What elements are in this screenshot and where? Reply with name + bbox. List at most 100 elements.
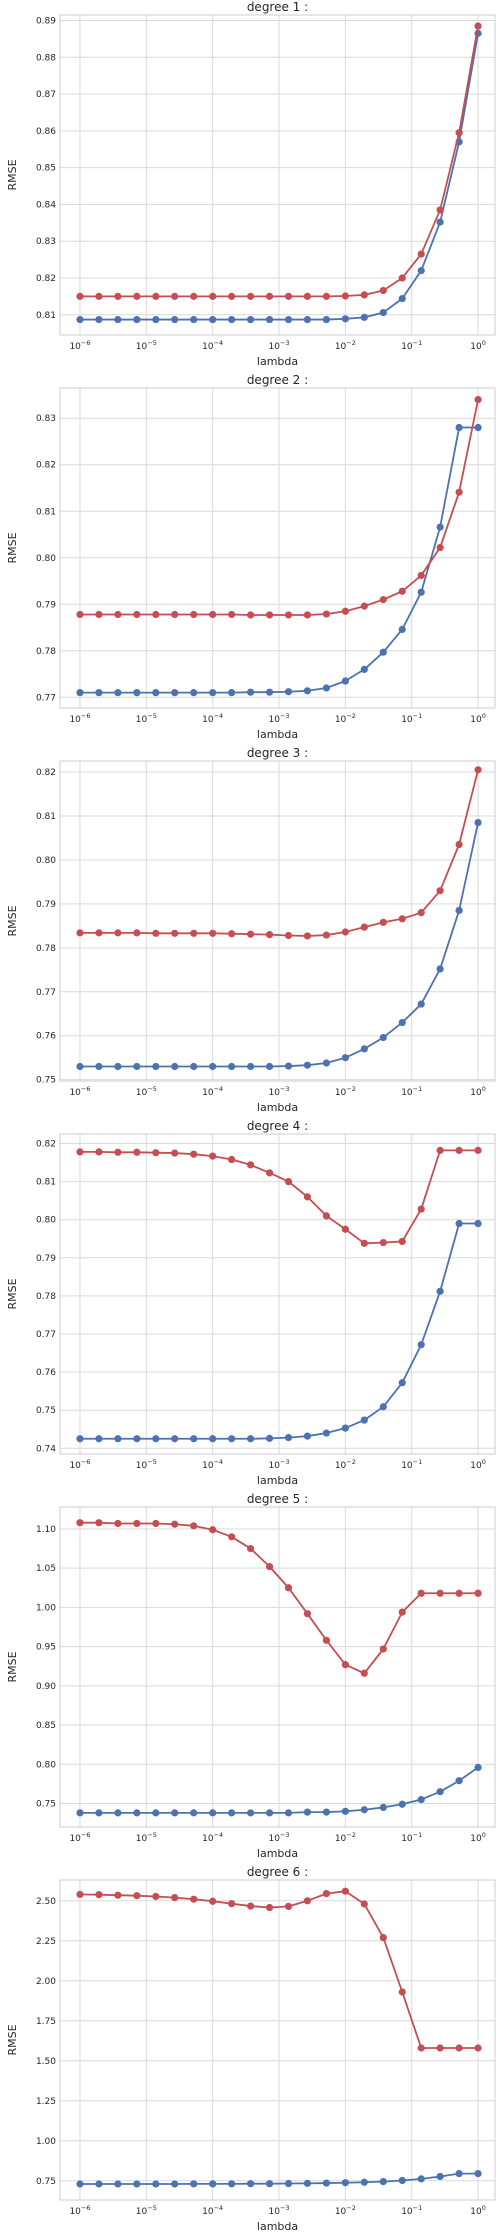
y-tick-label: 0.78	[36, 1292, 56, 1302]
x-tick-label: 10−5	[136, 712, 157, 725]
x-tick-label: 10−2	[335, 712, 356, 725]
data-point	[171, 1520, 179, 1528]
data-point	[474, 2044, 482, 2052]
data-point	[171, 1435, 179, 1443]
data-point	[341, 2179, 349, 2187]
chart-title: degree 3 :	[247, 746, 308, 760]
data-point	[360, 602, 368, 610]
x-tick-base: 10	[335, 2207, 347, 2217]
data-point	[76, 1435, 84, 1443]
data-point	[247, 1435, 255, 1443]
x-tick-base: 10	[69, 1834, 81, 1844]
data-point	[398, 587, 406, 595]
data-point	[228, 292, 236, 300]
data-point	[284, 1809, 293, 1817]
y-tick-labels: 0.75 0.76 0.77 0.78 0.79 0.80 0.81 0.82	[36, 768, 56, 1086]
series-line	[79, 1222, 479, 1440]
x-tick-exponent: −6	[81, 1831, 91, 1839]
data-point	[209, 610, 217, 619]
data-point	[417, 1795, 425, 1804]
x-tick-base: 10	[136, 1834, 148, 1844]
x-tick-label: 10−3	[268, 1831, 289, 1844]
y-tick-label: 0.74	[36, 1444, 56, 1454]
data-point	[265, 1169, 274, 1177]
x-tick-label: 10−5	[136, 1458, 157, 1471]
series-line	[79, 769, 479, 937]
data-point	[95, 315, 103, 324]
data-point	[190, 2180, 198, 2188]
x-tick-exponent: −4	[214, 1458, 224, 1466]
data-point	[209, 1809, 217, 1817]
data-point	[455, 906, 463, 915]
x-axis-label: lambda	[257, 728, 298, 741]
data-point	[171, 1149, 179, 1157]
data-point	[360, 1669, 368, 1677]
data-point	[190, 315, 198, 324]
x-tick-label: 10−2	[335, 339, 356, 352]
data-point	[209, 929, 217, 937]
x-tick-labels: 10−6 10−5 10−4 10−3 10−2 10−1 100	[69, 712, 485, 725]
x-axis-label: lambda	[257, 1847, 298, 1860]
x-tick-base: 10	[69, 342, 81, 352]
data-point	[133, 929, 141, 937]
data-point	[190, 1809, 198, 1817]
x-tick-base: 10	[69, 1088, 81, 1098]
data-point	[303, 1193, 312, 1201]
data-point	[114, 1435, 122, 1443]
y-tick-label: 0.86	[36, 127, 56, 137]
x-tick-label: 10−3	[268, 339, 289, 352]
series-line	[79, 1766, 479, 1814]
x-tick-base: 10	[401, 1461, 413, 1471]
x-axis-label: lambda	[257, 1474, 298, 1487]
x-tick-base: 10	[202, 1088, 214, 1098]
data-point	[360, 291, 368, 299]
data-point	[152, 929, 160, 937]
data-point	[95, 689, 103, 697]
x-tick-exponent: −4	[214, 2204, 224, 2212]
data-point	[133, 610, 141, 619]
data-point	[379, 596, 387, 604]
data-point	[341, 677, 349, 685]
data-point	[265, 1434, 274, 1442]
data-point	[455, 1146, 463, 1154]
data-point	[436, 218, 444, 226]
y-tick-label: 0.81	[36, 507, 56, 517]
data-point	[95, 1809, 103, 1817]
x-tick-base: 10	[401, 2207, 413, 2217]
data-point	[228, 1062, 236, 1071]
x-tick-exponent: −1	[413, 1831, 423, 1839]
x-tick-exponent: −3	[280, 712, 290, 720]
plot-frame	[59, 760, 496, 1082]
data-point	[341, 1887, 349, 1895]
data-point	[284, 1178, 293, 1186]
data-point	[436, 887, 444, 895]
data-point	[398, 274, 406, 282]
x-tick-exponent: −5	[147, 339, 157, 347]
data-point	[322, 2179, 331, 2187]
data-point	[474, 818, 482, 827]
y-tick-label: 0.77	[36, 988, 56, 998]
y-tick-label: 0.75	[36, 2177, 56, 2187]
data-point	[303, 1061, 312, 1069]
y-grid	[60, 1900, 495, 2182]
data-point	[436, 543, 444, 552]
series-2	[76, 22, 482, 300]
y-tick-label: 0.76	[36, 1032, 56, 1042]
x-tick-exponent: −1	[413, 1085, 423, 1093]
data-point	[152, 1892, 160, 1901]
data-point	[341, 1054, 349, 1062]
y-tick-labels: 0.75 0.80 0.85 0.90 0.95 1.00 1.05 1.10	[36, 1525, 56, 1810]
data-point	[95, 610, 103, 619]
data-point	[398, 294, 406, 303]
y-tick-label: 0.83	[36, 414, 56, 424]
data-point	[76, 1062, 84, 1071]
data-point	[303, 315, 312, 324]
data-point	[228, 1533, 236, 1541]
data-point	[209, 1062, 217, 1071]
x-grid	[79, 15, 479, 335]
data-point	[114, 292, 122, 300]
data-point	[76, 2180, 84, 2188]
data-point	[284, 688, 293, 696]
data-point	[360, 923, 368, 931]
x-tick-exponent: −2	[346, 2204, 356, 2212]
